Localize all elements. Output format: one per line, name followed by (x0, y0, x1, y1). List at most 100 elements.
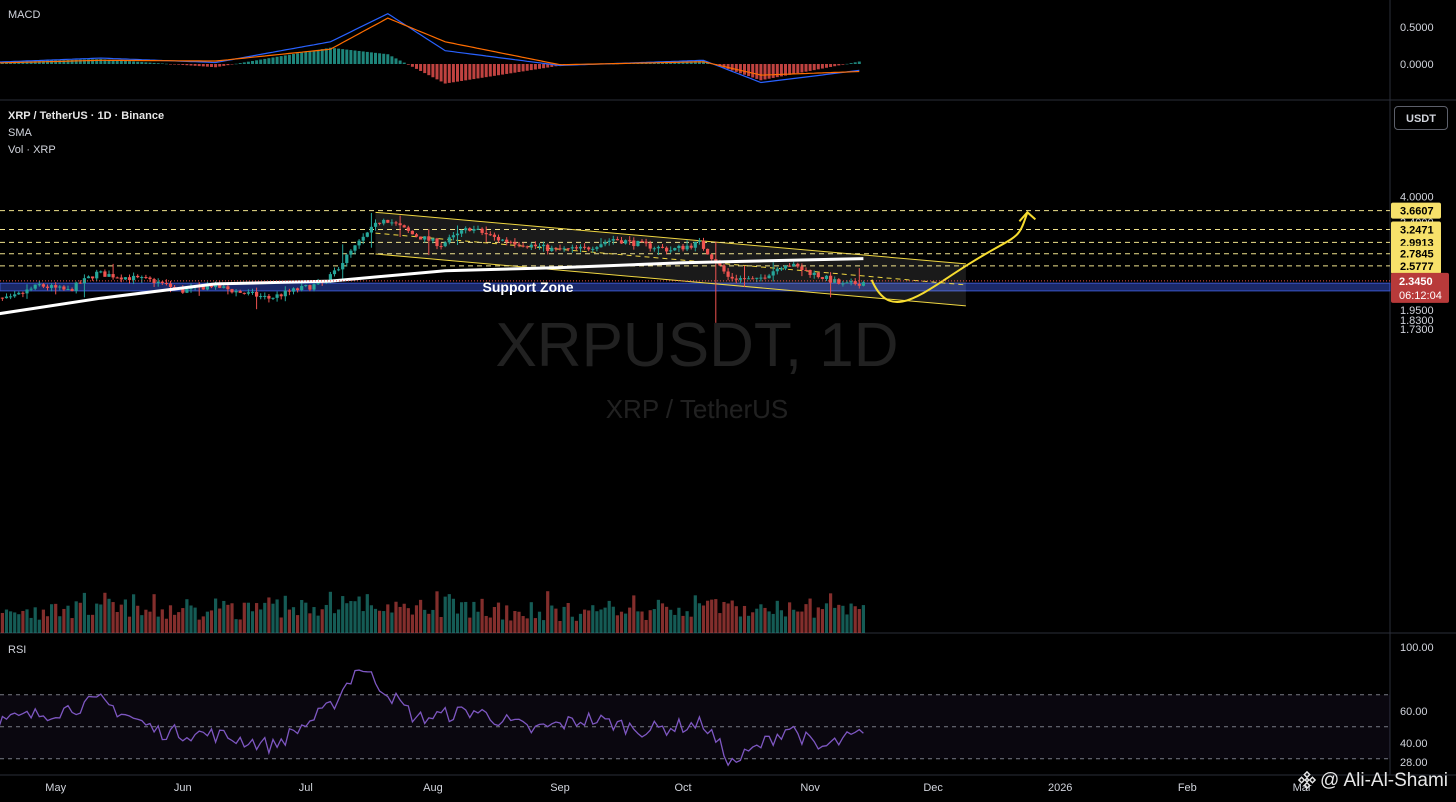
candle-body (492, 234, 496, 237)
currency-button[interactable]: USDT (1394, 106, 1448, 130)
volume-bar (304, 602, 308, 633)
macd-histogram-bar (480, 64, 484, 78)
rsi-tick-label: 60.00 (1400, 706, 1428, 718)
candle-body (91, 276, 95, 279)
volume-bar (74, 601, 78, 633)
volume-bar (300, 600, 304, 633)
vol-label[interactable]: Vol · XRP (8, 144, 56, 156)
pair-title[interactable]: XRP / TetherUS · 1D · Binance (8, 110, 165, 122)
rsi-label[interactable]: RSI (8, 644, 27, 656)
volume-bar (173, 614, 177, 633)
macd-histogram-bar (771, 64, 775, 78)
volume-bar (435, 591, 439, 633)
candle-body (431, 238, 435, 241)
volume-bar (505, 605, 509, 633)
candle-body (164, 282, 168, 284)
volume-bar (480, 598, 484, 633)
volume-bar (308, 613, 312, 633)
volume-bar (390, 612, 394, 633)
macd-histogram-bar (82, 59, 86, 64)
candle-body (788, 265, 792, 267)
volume-bar (775, 600, 779, 633)
macd-histogram-bar (259, 59, 263, 64)
projection-arrowhead (1018, 210, 1037, 222)
volume-bar (406, 608, 410, 633)
candle-body (861, 282, 865, 286)
volume-bar (250, 611, 255, 633)
volume-bar (652, 609, 656, 633)
volume-bar (812, 617, 816, 633)
candle-body (804, 269, 808, 271)
candle-body (718, 263, 722, 266)
volume-bar (755, 608, 759, 633)
macd-histogram-bar (103, 59, 107, 64)
macd-histogram-bar (144, 62, 148, 64)
volume-bar (164, 618, 168, 633)
candle-body (693, 241, 697, 248)
time-tick-label: Nov (800, 782, 820, 794)
candle-body (156, 281, 160, 284)
macd-histogram-bar (99, 59, 103, 64)
candle-body (468, 228, 472, 231)
volume-bar (685, 611, 689, 633)
volume-bar (91, 614, 95, 633)
macd-histogram-bar (784, 64, 787, 76)
volume-bar (632, 595, 636, 633)
candle-body (472, 228, 476, 231)
candle-body (41, 284, 45, 287)
volume-bar (13, 612, 17, 633)
candle-body (517, 244, 521, 246)
volume-bar (472, 601, 476, 633)
volume-bar (722, 601, 726, 633)
price-tick-label: 4.0000 (1400, 192, 1434, 204)
sma-label[interactable]: SMA (8, 127, 32, 139)
volume-bar (759, 604, 763, 633)
volume-bar (451, 598, 455, 633)
candle-body (755, 277, 759, 279)
candle-body (697, 240, 701, 242)
candle-body (54, 285, 58, 288)
candle-body (394, 222, 398, 224)
volume-bar (58, 616, 62, 633)
candle-body (558, 248, 562, 250)
watermark-pair: XRP / TetherUS (606, 394, 789, 424)
macd-histogram-bar (201, 64, 205, 67)
macd-histogram-bar (468, 64, 472, 80)
volume-bar (640, 611, 644, 633)
volume-bar (710, 599, 714, 633)
volume-bar (492, 607, 496, 633)
macd-histogram-bar (238, 63, 242, 64)
macd-histogram-bar (398, 60, 402, 64)
volume-bar (296, 615, 300, 633)
candle-body (398, 223, 402, 226)
volume-bar (824, 603, 829, 633)
candle-body (255, 291, 259, 297)
macd-histogram-bar (410, 64, 414, 67)
volume-bar (271, 603, 275, 633)
volume-bar (373, 608, 378, 633)
candle-body (332, 270, 337, 275)
macd-histogram-bar (747, 64, 751, 77)
volume-bar (267, 597, 271, 633)
volume-bar (693, 595, 697, 633)
volume-bar (291, 607, 296, 633)
macd-histogram-bar (792, 64, 796, 75)
candle-body (849, 281, 853, 283)
macd-histogram-bar (406, 64, 410, 65)
volume-bar (681, 615, 685, 633)
candle-body (837, 279, 841, 284)
macd-histogram-bar (345, 49, 349, 64)
candle-body (632, 240, 636, 247)
volume-bar (0, 612, 4, 633)
rsi-tick-label: 100.00 (1400, 642, 1434, 654)
macd-histogram-bar (300, 52, 304, 64)
candle-body (275, 294, 279, 298)
support-zone-label: Support Zone (483, 279, 574, 295)
candle-body (513, 242, 517, 245)
candle-body (95, 271, 99, 279)
watermark-symbol: XRPUSDT, 1D (495, 311, 898, 380)
candle-body (414, 234, 419, 237)
macd-histogram-bar (497, 64, 500, 76)
volume-bar (136, 605, 140, 633)
